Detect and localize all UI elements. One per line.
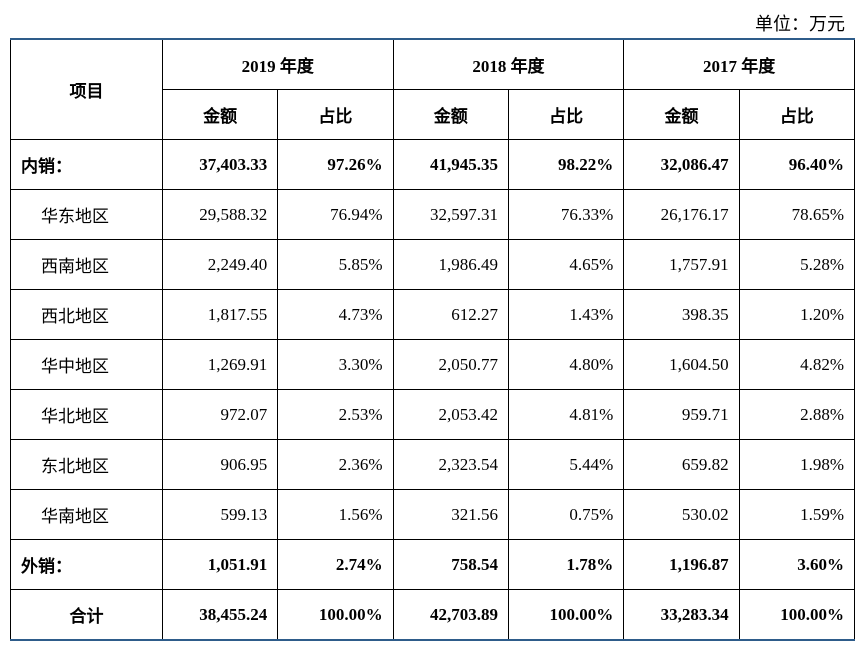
amount-2019: 38,455.24: [162, 590, 277, 641]
table-row: 合计 38,455.24 100.00% 42,703.89 100.00% 3…: [11, 590, 855, 641]
amount-2019: 906.95: [162, 440, 277, 490]
ratio-2017: 100.00%: [739, 590, 854, 641]
row-label: 内销：: [11, 140, 163, 190]
amount-2019: 1,817.55: [162, 290, 277, 340]
table-row: 华南地区 599.13 1.56% 321.56 0.75% 530.02 1.…: [11, 490, 855, 540]
amount-2017: 398.35: [624, 290, 739, 340]
ratio-2017: 2.88%: [739, 390, 854, 440]
amount-2019: 29,588.32: [162, 190, 277, 240]
table-row: 华中地区 1,269.91 3.30% 2,050.77 4.80% 1,604…: [11, 340, 855, 390]
amount-2018: 612.27: [393, 290, 508, 340]
header-year-2017: 2017 年度: [624, 39, 855, 90]
row-label: 华东地区: [11, 190, 163, 240]
ratio-2018: 100.00%: [508, 590, 623, 641]
table-row: 西北地区 1,817.55 4.73% 612.27 1.43% 398.35 …: [11, 290, 855, 340]
ratio-2018: 0.75%: [508, 490, 623, 540]
ratio-2019: 2.74%: [278, 540, 393, 590]
ratio-2019: 76.94%: [278, 190, 393, 240]
ratio-2018: 5.44%: [508, 440, 623, 490]
amount-2018: 41,945.35: [393, 140, 508, 190]
sales-table: 项目 2019 年度 2018 年度 2017 年度 金额 占比 金额 占比 金…: [10, 38, 855, 641]
amount-2017: 659.82: [624, 440, 739, 490]
ratio-2019: 97.26%: [278, 140, 393, 190]
table-row: 外销： 1,051.91 2.74% 758.54 1.78% 1,196.87…: [11, 540, 855, 590]
row-label: 东北地区: [11, 440, 163, 490]
row-label: 西北地区: [11, 290, 163, 340]
ratio-2017: 5.28%: [739, 240, 854, 290]
unit-label: 单位：万元: [10, 10, 855, 36]
row-label: 华中地区: [11, 340, 163, 390]
ratio-2019: 100.00%: [278, 590, 393, 641]
row-label: 华南地区: [11, 490, 163, 540]
ratio-2019: 4.73%: [278, 290, 393, 340]
ratio-2019: 2.36%: [278, 440, 393, 490]
amount-2019: 1,051.91: [162, 540, 277, 590]
ratio-2018: 4.81%: [508, 390, 623, 440]
amount-2019: 972.07: [162, 390, 277, 440]
amount-2017: 26,176.17: [624, 190, 739, 240]
amount-2017: 959.71: [624, 390, 739, 440]
header-year-2019: 2019 年度: [162, 39, 393, 90]
amount-2017: 1,196.87: [624, 540, 739, 590]
amount-2018: 32,597.31: [393, 190, 508, 240]
ratio-2018: 76.33%: [508, 190, 623, 240]
row-label: 华北地区: [11, 390, 163, 440]
amount-2017: 33,283.34: [624, 590, 739, 641]
ratio-2018: 1.78%: [508, 540, 623, 590]
header-ratio-2017: 占比: [739, 90, 854, 140]
header-project: 项目: [11, 39, 163, 140]
ratio-2019: 2.53%: [278, 390, 393, 440]
ratio-2017: 96.40%: [739, 140, 854, 190]
table-row: 内销： 37,403.33 97.26% 41,945.35 98.22% 32…: [11, 140, 855, 190]
table-row: 华东地区 29,588.32 76.94% 32,597.31 76.33% 2…: [11, 190, 855, 240]
header-ratio-2018: 占比: [508, 90, 623, 140]
ratio-2017: 3.60%: [739, 540, 854, 590]
ratio-2017: 1.59%: [739, 490, 854, 540]
ratio-2017: 78.65%: [739, 190, 854, 240]
table-row: 西南地区 2,249.40 5.85% 1,986.49 4.65% 1,757…: [11, 240, 855, 290]
amount-2018: 2,050.77: [393, 340, 508, 390]
amount-2018: 42,703.89: [393, 590, 508, 641]
amount-2019: 2,249.40: [162, 240, 277, 290]
ratio-2019: 1.56%: [278, 490, 393, 540]
ratio-2018: 1.43%: [508, 290, 623, 340]
row-label: 西南地区: [11, 240, 163, 290]
amount-2018: 2,323.54: [393, 440, 508, 490]
amount-2017: 1,604.50: [624, 340, 739, 390]
table-row: 华北地区 972.07 2.53% 2,053.42 4.81% 959.71 …: [11, 390, 855, 440]
header-amount-2018: 金额: [393, 90, 508, 140]
amount-2017: 530.02: [624, 490, 739, 540]
ratio-2018: 98.22%: [508, 140, 623, 190]
header-amount-2017: 金额: [624, 90, 739, 140]
header-year-2018: 2018 年度: [393, 39, 624, 90]
table-row: 东北地区 906.95 2.36% 2,323.54 5.44% 659.82 …: [11, 440, 855, 490]
ratio-2017: 4.82%: [739, 340, 854, 390]
row-label: 合计: [11, 590, 163, 641]
row-label: 外销：: [11, 540, 163, 590]
header-amount-2019: 金额: [162, 90, 277, 140]
ratio-2018: 4.65%: [508, 240, 623, 290]
amount-2017: 1,757.91: [624, 240, 739, 290]
amount-2018: 2,053.42: [393, 390, 508, 440]
amount-2018: 1,986.49: [393, 240, 508, 290]
ratio-2018: 4.80%: [508, 340, 623, 390]
ratio-2017: 1.20%: [739, 290, 854, 340]
ratio-2019: 3.30%: [278, 340, 393, 390]
amount-2017: 32,086.47: [624, 140, 739, 190]
table-body: 内销： 37,403.33 97.26% 41,945.35 98.22% 32…: [11, 140, 855, 641]
ratio-2017: 1.98%: [739, 440, 854, 490]
amount-2019: 1,269.91: [162, 340, 277, 390]
amount-2019: 37,403.33: [162, 140, 277, 190]
amount-2018: 321.56: [393, 490, 508, 540]
ratio-2019: 5.85%: [278, 240, 393, 290]
amount-2018: 758.54: [393, 540, 508, 590]
amount-2019: 599.13: [162, 490, 277, 540]
header-ratio-2019: 占比: [278, 90, 393, 140]
